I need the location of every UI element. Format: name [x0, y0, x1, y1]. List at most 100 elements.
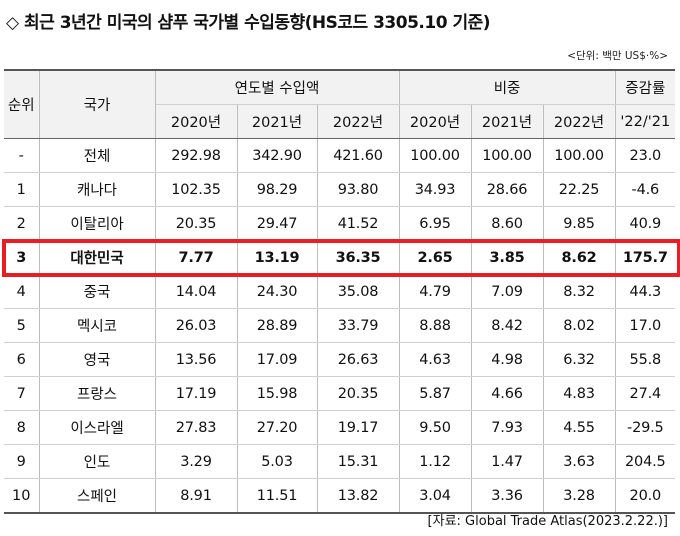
- import-2020-cell: 13.56: [154, 342, 238, 377]
- rank-cell: 7: [4, 376, 40, 411]
- import-table: 순위 국가 연도별 수입액 비중 증감률 2020년 2021년 2022년 2…: [4, 69, 676, 514]
- import-2021-cell: 11.51: [236, 478, 318, 514]
- import-2021-cell: 28.89: [236, 308, 318, 343]
- share-2022-cell: 9.85: [542, 206, 616, 241]
- rank-cell: 4: [4, 274, 40, 309]
- rank-cell: 1: [4, 172, 40, 207]
- header-import-group: 연도별 수입액: [154, 69, 400, 105]
- share-2020-cell: 4.63: [398, 342, 472, 377]
- rank-cell: 3: [4, 240, 40, 275]
- import-2020-cell: 292.98: [154, 138, 238, 173]
- import-2020-cell: 8.91: [154, 478, 238, 514]
- country-cell: 프랑스: [38, 376, 156, 411]
- rank-cell: 5: [4, 308, 40, 343]
- table-row: 7 프랑스 17.19 15.98 20.35 5.87 4.66 4.83 27.4: [4, 376, 676, 411]
- import-2022-cell: 26.63: [316, 342, 400, 377]
- growth-cell: -29.5: [614, 410, 676, 445]
- table-row: 3 대한민국 7.77 13.19 36.35 2.65 3.85 8.62 175.7: [4, 240, 676, 275]
- growth-cell: 40.9: [614, 206, 676, 241]
- share-2021-cell: 8.60: [470, 206, 544, 241]
- import-2021-cell: 29.47: [236, 206, 318, 241]
- share-2022-cell: 4.83: [542, 376, 616, 411]
- import-2021-cell: 5.03: [236, 444, 318, 479]
- share-2020-cell: 2.65: [398, 240, 472, 275]
- rank-cell: -: [4, 138, 40, 173]
- growth-cell: -4.6: [614, 172, 676, 207]
- import-2020-cell: 27.83: [154, 410, 238, 445]
- share-2022-cell: 8.02: [542, 308, 616, 343]
- table-row: - 전체 292.98 342.90 421.60 100.00 100.00 100.00 2…: [4, 138, 676, 173]
- table-row: 6 영국 13.56 17.09 26.63 4.63 4.98 6.32 55.8: [4, 342, 676, 377]
- import-2022-cell: 41.52: [316, 206, 400, 241]
- growth-cell: 17.0: [614, 308, 676, 343]
- table-body: - 전체 292.98 342.90 421.60 100.00 100.00 100.00 2…: [4, 138, 676, 514]
- import-2021-cell: 13.19: [236, 240, 318, 275]
- import-2022-cell: 421.60: [316, 138, 400, 173]
- share-2021-cell: 7.93: [470, 410, 544, 445]
- header-share-2022: 2022년: [542, 104, 616, 139]
- import-2021-cell: 17.09: [236, 342, 318, 377]
- table-row: 2 이탈리아 20.35 29.47 41.52 6.95 8.60 9.85 40.9: [4, 206, 676, 241]
- import-2020-cell: 14.04: [154, 274, 238, 309]
- share-2020-cell: 8.88: [398, 308, 472, 343]
- country-cell: 대한민국: [38, 240, 156, 275]
- country-cell: 캐나다: [38, 172, 156, 207]
- table-row: 9 인도 3.29 5.03 15.31 1.12 1.47 3.63 204.5: [4, 444, 676, 479]
- import-2021-cell: 98.29: [236, 172, 318, 207]
- table-row: 5 멕시코 26.03 28.89 33.79 8.88 8.42 8.02 17.0: [4, 308, 676, 343]
- share-2021-cell: 3.85: [470, 240, 544, 275]
- unit-note: <단위: 백만 US$·%>: [567, 50, 668, 62]
- import-2022-cell: 36.35: [316, 240, 400, 275]
- share-2020-cell: 4.79: [398, 274, 472, 309]
- share-2022-cell: 6.32: [542, 342, 616, 377]
- header-import-2021: 2021년: [236, 104, 318, 139]
- share-2021-cell: 7.09: [470, 274, 544, 309]
- share-2021-cell: 1.47: [470, 444, 544, 479]
- share-2022-cell: 4.55: [542, 410, 616, 445]
- import-2022-cell: 35.08: [316, 274, 400, 309]
- import-2022-cell: 20.35: [316, 376, 400, 411]
- import-2022-cell: 33.79: [316, 308, 400, 343]
- import-2020-cell: 3.29: [154, 444, 238, 479]
- country-cell: 스페인: [38, 478, 156, 514]
- share-2022-cell: 100.00: [542, 138, 616, 173]
- share-2021-cell: 4.98: [470, 342, 544, 377]
- import-2020-cell: 20.35: [154, 206, 238, 241]
- growth-cell: 20.0: [614, 478, 676, 514]
- header-share-2021: 2021년: [470, 104, 544, 139]
- share-2021-cell: 8.42: [470, 308, 544, 343]
- country-cell: 중국: [38, 274, 156, 309]
- table-row: 1 캐나다 102.35 98.29 93.80 34.93 28.66 22.25 -4.6: [4, 172, 676, 207]
- source-note: [자료: Global Trade Atlas(2023.2.22.)]: [427, 514, 668, 529]
- country-cell: 전체: [38, 138, 156, 173]
- header-rank: 순위: [4, 69, 40, 139]
- header-growth-group: 증감률: [614, 69, 676, 105]
- growth-cell: 44.3: [614, 274, 676, 309]
- country-cell: 인도: [38, 444, 156, 479]
- country-cell: 이탈리아: [38, 206, 156, 241]
- share-2022-cell: 8.32: [542, 274, 616, 309]
- growth-cell: 204.5: [614, 444, 676, 479]
- share-2021-cell: 100.00: [470, 138, 544, 173]
- growth-cell: 55.8: [614, 342, 676, 377]
- share-2020-cell: 3.04: [398, 478, 472, 514]
- country-cell: 멕시코: [38, 308, 156, 343]
- table-row: 10 스페인 8.91 11.51 13.82 3.04 3.36 3.28 20.0: [4, 478, 676, 514]
- table-row: 4 중국 14.04 24.30 35.08 4.79 7.09 8.32 44.3: [4, 274, 676, 309]
- share-2020-cell: 1.12: [398, 444, 472, 479]
- growth-cell: 23.0: [614, 138, 676, 173]
- import-2022-cell: 13.82: [316, 478, 400, 514]
- share-2020-cell: 5.87: [398, 376, 472, 411]
- import-2020-cell: 26.03: [154, 308, 238, 343]
- header-country: 국가: [38, 69, 156, 139]
- share-2020-cell: 100.00: [398, 138, 472, 173]
- import-2020-cell: 17.19: [154, 376, 238, 411]
- share-2022-cell: 3.63: [542, 444, 616, 479]
- import-2020-cell: 102.35: [154, 172, 238, 207]
- import-2021-cell: 24.30: [236, 274, 318, 309]
- rank-cell: 6: [4, 342, 40, 377]
- rank-cell: 10: [4, 478, 40, 514]
- share-2021-cell: 4.66: [470, 376, 544, 411]
- header-growth-period: '22/'21: [614, 104, 676, 139]
- share-2021-cell: 3.36: [470, 478, 544, 514]
